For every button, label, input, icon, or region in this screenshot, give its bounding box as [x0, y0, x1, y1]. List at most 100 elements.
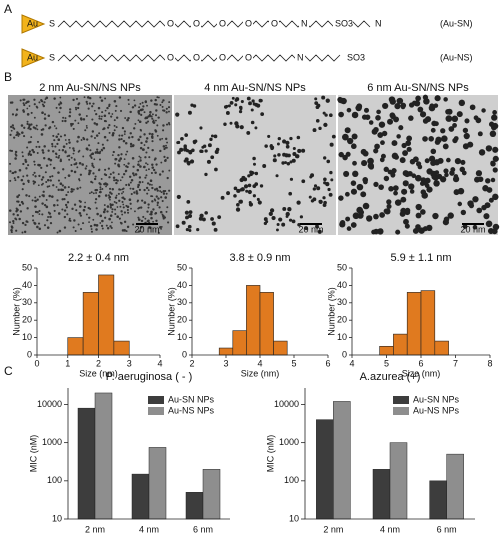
legend-label: Au-SN NPs [168, 394, 215, 404]
nanoparticle [73, 159, 76, 161]
nanoparticle [48, 127, 51, 130]
nanoparticle [113, 179, 116, 182]
nanoparticle [87, 107, 90, 110]
nanoparticle [118, 134, 121, 137]
nanoparticle [321, 95, 326, 100]
y-tick-label: 10 [22, 332, 32, 342]
nanoparticle [72, 188, 75, 191]
atom: O [193, 18, 200, 28]
nanoparticle [18, 194, 21, 197]
y-tick-label: 50 [22, 262, 32, 272]
nanoparticle [275, 174, 279, 178]
nanoparticle [287, 207, 292, 212]
axes [191, 268, 328, 356]
nanoparticle [352, 160, 357, 166]
nanoparticle [78, 178, 81, 181]
nanoparticle [187, 162, 191, 166]
nanoparticle [10, 226, 14, 229]
nanoparticle [26, 174, 29, 177]
nanoparticle [101, 143, 104, 146]
y-tick-label: 30 [337, 297, 347, 307]
nanoparticle [62, 168, 65, 171]
nanoparticle [22, 98, 25, 101]
nanoparticle [457, 187, 465, 195]
nanoparticle [248, 101, 252, 106]
nanoparticle [415, 174, 422, 182]
nanoparticle [314, 97, 318, 101]
nanoparticle [99, 150, 102, 153]
nanoparticle [431, 120, 437, 127]
nanoparticle [259, 99, 263, 103]
nanoparticle [296, 200, 301, 205]
nanoparticle [45, 164, 49, 167]
nanoparticle [63, 198, 66, 201]
nanoparticle [63, 226, 67, 229]
nanoparticle [57, 133, 60, 136]
nanoparticle [20, 178, 24, 182]
nanoparticle [70, 163, 73, 166]
nanoparticle [46, 226, 50, 229]
histogram-bar [434, 340, 449, 356]
nanoparticle [250, 120, 255, 125]
nanoparticle [126, 225, 130, 229]
nanoparticle [36, 128, 39, 131]
nanoparticle [15, 154, 18, 157]
nanoparticle [489, 130, 497, 138]
nanoparticle [79, 173, 83, 176]
nanoparticle [27, 164, 30, 167]
nanoparticle [26, 146, 29, 149]
nanoparticle [91, 105, 94, 108]
nanoparticle [98, 117, 101, 120]
tem-label: 6 nm Au-SN/NS NPs [367, 82, 469, 94]
nanoparticle [452, 123, 457, 128]
nanoparticle [153, 102, 157, 106]
nanoparticle [390, 172, 396, 178]
nanoparticle [33, 171, 36, 174]
nanoparticle [9, 170, 12, 173]
nanoparticle [389, 98, 396, 105]
nanoparticle [446, 157, 451, 163]
nanoparticle [151, 166, 154, 169]
nanoparticle [95, 192, 98, 194]
nanoparticle [383, 166, 389, 173]
atom-bg [217, 53, 227, 63]
nanoparticle [121, 200, 124, 203]
nanoparticle [426, 168, 433, 175]
nanoparticle [44, 98, 47, 101]
nanoparticle [89, 96, 92, 100]
nanoparticle [59, 106, 62, 110]
nanoparticle [85, 125, 88, 127]
nanoparticle [95, 224, 99, 227]
nanoparticle [429, 103, 435, 109]
nanoparticle [48, 185, 51, 188]
y-tick-label: 10 [337, 332, 347, 342]
nanoparticle [129, 145, 133, 148]
nanoparticle [112, 176, 116, 180]
nanoparticle [156, 124, 159, 127]
nanoparticle [143, 188, 146, 192]
nanoparticle [57, 138, 61, 142]
nanoparticle [99, 183, 102, 186]
nanoparticle [443, 216, 450, 223]
nanoparticle [276, 142, 280, 146]
nanoparticle [73, 203, 77, 206]
nanoparticle [157, 96, 160, 99]
y-tick-label: 10000 [37, 399, 62, 409]
nanoparticle [108, 103, 111, 106]
nanoparticle [49, 179, 52, 182]
nanoparticle [150, 216, 153, 220]
nanoparticle [146, 210, 149, 213]
nanoparticle [19, 99, 22, 102]
nanoparticle [247, 174, 251, 178]
nanoparticle [276, 228, 279, 232]
nanoparticle [93, 122, 96, 125]
nanoparticle [109, 191, 112, 194]
nanoparticle [100, 117, 103, 120]
y-tick-label: 0 [182, 349, 187, 359]
bar [316, 419, 334, 520]
nanoparticle [162, 190, 166, 193]
nanoparticle [135, 190, 138, 193]
nanoparticle [263, 221, 268, 226]
nanoparticle [95, 123, 99, 126]
nanoparticle [152, 208, 155, 211]
